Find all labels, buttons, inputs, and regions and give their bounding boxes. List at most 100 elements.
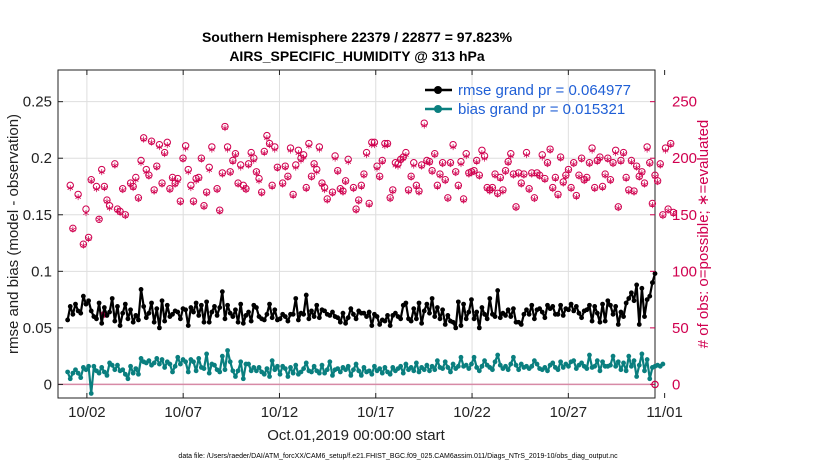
- rmse-point: [440, 307, 446, 313]
- bias-point: [382, 365, 388, 370]
- bias-point: [288, 365, 293, 370]
- obs-possible-point: [410, 159, 418, 167]
- obs-evaluated-point: *: [484, 185, 491, 200]
- rmse-point: [403, 300, 409, 306]
- rmse-point: [453, 325, 459, 331]
- rmse-point: [214, 313, 220, 318]
- obs-evaluated-point: *: [508, 152, 515, 167]
- obs-evaluated-point: *: [547, 147, 554, 162]
- bias-point: [511, 354, 516, 360]
- bias-point: [67, 376, 73, 382]
- bias-point: [335, 366, 341, 371]
- obs-possible-point: [632, 162, 641, 170]
- rmse-point: [109, 296, 115, 301]
- obs-possible-point: [344, 155, 352, 164]
- rmse-point: [649, 280, 655, 286]
- obs-evaluated-point: *: [602, 171, 609, 186]
- obs-possible-point: [590, 183, 599, 192]
- bias-point: [626, 353, 632, 359]
- obs-evaluated-point: *: [337, 186, 344, 201]
- rmse-point: [162, 318, 168, 324]
- obs-possible-point: [323, 195, 331, 203]
- obs-evaluated-point: *: [303, 185, 310, 200]
- obs-evaluated-point: *: [83, 209, 90, 224]
- bias-point: [442, 359, 448, 365]
- obs-evaluated-point: *: [426, 159, 433, 174]
- bias-point: [615, 359, 621, 365]
- rmse-point: [421, 308, 427, 314]
- obs-possible-point: [522, 148, 531, 157]
- obs-evaluated-point: *: [384, 141, 391, 156]
- obs-evaluated-point: *: [133, 176, 140, 191]
- obs-possible-point: [341, 177, 350, 185]
- obs-possible-point: [365, 199, 373, 208]
- obs-evaluated-point: *: [387, 195, 394, 210]
- rmse-point: [587, 302, 592, 308]
- obs-evaluated-point: *: [536, 173, 543, 188]
- rmse-point: [101, 305, 107, 310]
- obs-evaluated-point: *: [104, 197, 111, 212]
- bias-point: [246, 361, 251, 367]
- obs-evaluated-point: *: [395, 162, 402, 177]
- bias-point: [432, 367, 438, 373]
- obs-evaluated-point: *: [363, 151, 370, 166]
- bias-point: [474, 365, 480, 370]
- bias-point: [172, 363, 178, 369]
- obs-evaluated-point: *: [437, 171, 444, 186]
- obs-evaluated-point: *: [175, 177, 182, 192]
- bias-point: [482, 358, 487, 364]
- rmse-point: [164, 302, 170, 308]
- rmse-point: [351, 311, 356, 317]
- obs-evaluated-point: *: [358, 183, 365, 198]
- bias-point: [534, 361, 540, 367]
- obs-evaluated-point: *: [290, 192, 297, 207]
- obs-possible-point: [66, 181, 74, 190]
- obs-evaluated-point: *: [374, 165, 381, 180]
- obs-evaluated-point: *: [644, 145, 651, 160]
- obs-evaluated-point: *: [355, 197, 362, 212]
- obs-evaluated-point: *: [379, 158, 386, 173]
- bias-point: [471, 354, 477, 360]
- y-right-tick-label: 150: [672, 207, 697, 224]
- rmse-point: [545, 302, 550, 308]
- rmse-point: [639, 285, 645, 291]
- obs-evaluated-point: *: [429, 168, 436, 183]
- rmse-point: [177, 316, 183, 322]
- rmse-point: [600, 301, 605, 307]
- rmse-point: [136, 317, 141, 323]
- bias-point: [351, 367, 356, 373]
- obs-possible-point: [147, 137, 156, 145]
- bias-point: [531, 358, 537, 364]
- bias-point: [639, 351, 645, 357]
- obs-evaluated-point: *: [85, 235, 92, 250]
- bias-point: [592, 363, 598, 369]
- obs-evaluated-point: *: [135, 195, 142, 210]
- obs-evaluated-point: *: [549, 185, 556, 200]
- rmse-point: [424, 301, 430, 307]
- obs-evaluated-point: *: [620, 150, 627, 165]
- obs-evaluated-point: *: [329, 190, 336, 205]
- obs-evaluated-point: *: [471, 168, 478, 183]
- bias-point: [508, 361, 514, 367]
- rmse-point: [377, 322, 383, 327]
- bias-point: [88, 391, 94, 396]
- bias-point: [469, 361, 474, 367]
- rmse-point: [96, 300, 102, 306]
- bias-point: [366, 368, 372, 374]
- rmse-point: [73, 301, 78, 307]
- bias-point: [267, 374, 272, 379]
- bias-point: [416, 369, 422, 375]
- obs-evaluated-point: *: [206, 166, 213, 181]
- obs-possible-point: [525, 185, 533, 193]
- bias-point: [560, 365, 566, 370]
- obs-possible-point: [82, 205, 90, 213]
- bias-point: [282, 366, 288, 371]
- rmse-point: [240, 320, 246, 326]
- bias-point: [390, 365, 396, 370]
- obs-evaluated-point: *: [492, 171, 499, 186]
- rmse-point: [442, 322, 448, 327]
- bias-point: [151, 360, 157, 366]
- x-tick-label: 10/02: [68, 404, 106, 421]
- obs-evaluated-point: *: [544, 160, 551, 175]
- obs-possible-point: [187, 181, 195, 190]
